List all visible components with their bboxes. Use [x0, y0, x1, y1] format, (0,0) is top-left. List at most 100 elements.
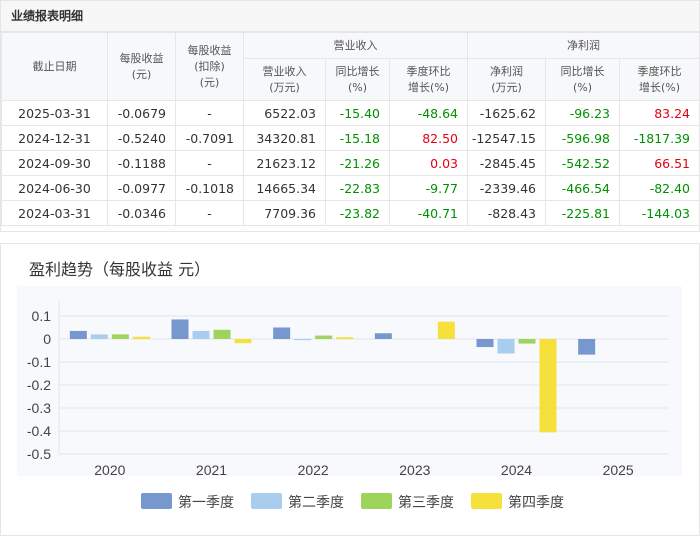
legend-swatch — [141, 493, 172, 509]
y-tick-label: -0.1 — [27, 354, 51, 370]
header-profit-qoq: 季度环比 增长(%) — [618, 58, 700, 101]
cell-revenue: 6522.03 — [243, 100, 326, 126]
table-row: 2024-09-30 -0.1188-21623.12 -21.26 0.03 -284… — [1, 150, 700, 176]
header-eps-deducted: 每股收益 (扣除) (元) — [175, 32, 244, 101]
cell-revenue-yoy: -21.26 — [325, 150, 390, 176]
cell-revenue: 7709.36 — [243, 200, 326, 226]
cell-eps: -0.0346 — [107, 200, 176, 226]
x-tick-label: 2024 — [501, 462, 532, 478]
cell-eps-deducted: - — [175, 200, 244, 226]
cell-profit-qoq: -1817.39 — [618, 125, 700, 151]
earnings-trend-panel: 盈利趋势（每股收益 元） 0.1 0 -0.1 -0.2 -0.3 -0.4 -0.5 202… — [0, 243, 700, 536]
cell-eps: -0.0679 — [107, 100, 176, 126]
x-tick-label: 2020 — [94, 462, 125, 478]
header-profit-yoy: 同比增长 (%) — [545, 58, 620, 101]
performance-table: 截止日期 每股收益 (元) 每股收益 (扣除) (元) 营业收入 净利润 营业收入 (万… — [1, 32, 700, 226]
cell-revenue-yoy: -22.83 — [325, 175, 390, 201]
cell-eps-deducted: - — [175, 100, 244, 126]
earnings-trend-chart: 0.1 0 -0.1 -0.2 -0.3 -0.4 -0.5 2020 2021 2022 2023… — [17, 286, 682, 511]
legend-swatch — [471, 493, 502, 509]
bar-2023-q1 — [374, 333, 392, 339]
cell-profit-qoq: -144.03 — [618, 200, 700, 226]
y-tick-label: 0 — [43, 331, 51, 347]
bar-2024-q1 — [476, 339, 494, 348]
cell-profit-yoy: -96.23 — [545, 100, 620, 126]
header-revenue: 营业收入 (万元) — [243, 58, 326, 101]
performance-panel: 业绩报表明细 截止日期 每股收益 (元) 每股收益 (扣除) (元) 营业收入 净利润… — [0, 0, 700, 232]
header-date: 截止日期 — [1, 32, 108, 101]
x-tick-label: 2025 — [603, 462, 634, 478]
table-row: 2025-03-31 -0.0679-6522.03 -15.40 -48.64 -16… — [1, 100, 700, 126]
legend-label: 第二季度 — [288, 494, 344, 511]
cell-profit-yoy: -542.52 — [545, 150, 620, 176]
panel-title: 业绩报表明细 — [1, 1, 699, 32]
cell-eps-deducted: -0.7091 — [175, 125, 244, 151]
cell-net-profit: -2339.46 — [467, 175, 546, 201]
cell-profit-yoy: -225.81 — [545, 200, 620, 226]
bar-2022-q4 — [336, 337, 354, 339]
cell-date: 2024-06-30 — [1, 175, 108, 201]
cell-eps: -0.0977 — [107, 175, 176, 201]
bar-2020-q1 — [69, 330, 87, 339]
header-net-profit-group: 净利润 — [466, 32, 700, 59]
bar-2025-q1 — [578, 339, 596, 355]
y-tick-label: -0.4 — [27, 423, 51, 439]
cell-revenue: 21623.12 — [243, 150, 326, 176]
cell-revenue-yoy: -23.82 — [325, 200, 390, 226]
cell-profit-qoq: -82.40 — [618, 175, 700, 201]
y-tick-label: -0.5 — [27, 446, 51, 462]
cell-revenue-qoq: 82.50 — [389, 125, 468, 151]
y-tick-label: -0.2 — [27, 377, 51, 393]
table-row: 2024-12-31 -0.5240 -0.7091 34320.81 -15.18 82… — [1, 125, 700, 151]
bar-2021-q4 — [234, 339, 252, 344]
bar-2023-q4 — [437, 321, 455, 339]
header-eps: 每股收益 (元) — [107, 32, 176, 101]
cell-revenue-qoq: -40.71 — [389, 200, 468, 226]
header-revenue-group: 营业收入 — [243, 32, 468, 59]
cell-date: 2025-03-31 — [1, 100, 108, 126]
legend-swatch — [361, 493, 392, 509]
bar-2020-q3 — [111, 334, 129, 339]
cell-profit-yoy: -596.98 — [545, 125, 620, 151]
cell-date: 2024-09-30 — [1, 150, 108, 176]
cell-profit-yoy: -466.54 — [545, 175, 620, 201]
cell-eps-deducted: - — [175, 150, 244, 176]
bar-2021-q1 — [171, 319, 189, 339]
bar-2021-q3 — [213, 329, 231, 339]
cell-revenue-yoy: -15.18 — [325, 125, 390, 151]
cell-eps: -0.5240 — [107, 125, 176, 151]
cell-revenue-qoq: -48.64 — [389, 100, 468, 126]
y-tick-label: 0.1 — [32, 308, 52, 324]
cell-net-profit: -828.43 — [467, 200, 546, 226]
bar-2020-q4 — [132, 336, 150, 339]
legend-label: 第四季度 — [508, 494, 564, 511]
cell-profit-qoq: 66.51 — [618, 150, 700, 176]
cell-revenue-yoy: -15.40 — [325, 100, 390, 126]
plot-background — [17, 286, 682, 476]
bar-2024-q3 — [518, 339, 536, 344]
table-row: 2024-03-31 -0.0346-7709.36 -23.82 -40.71 -82… — [1, 200, 700, 226]
bar-2024-q2 — [497, 339, 515, 354]
cell-revenue-qoq: 0.03 — [389, 150, 468, 176]
legend-swatch — [251, 493, 282, 509]
cell-net-profit: -1625.62 — [467, 100, 546, 126]
cell-revenue: 34320.81 — [243, 125, 326, 151]
cell-date: 2024-03-31 — [1, 200, 108, 226]
cell-date: 2024-12-31 — [1, 125, 108, 151]
table-row: 2024-06-30 -0.0977 -0.1018 14665.34 -22.83 -9… — [1, 175, 700, 201]
legend-label: 第三季度 — [398, 494, 454, 511]
cell-revenue: 14665.34 — [243, 175, 326, 201]
x-tick-label: 2021 — [196, 462, 227, 478]
bar-2024-q4 — [539, 339, 557, 433]
cell-net-profit: -12547.15 — [467, 125, 546, 151]
bar-2022-q2 — [294, 339, 312, 341]
bar-2022-q1 — [273, 327, 291, 339]
cell-net-profit: -2845.45 — [467, 150, 546, 176]
cell-revenue-qoq: -9.77 — [389, 175, 468, 201]
legend-label: 第一季度 — [178, 494, 234, 511]
header-revenue-yoy: 同比增长 (%) — [325, 58, 390, 101]
x-tick-label: 2022 — [298, 462, 329, 478]
cell-profit-qoq: 83.24 — [618, 100, 700, 126]
header-revenue-qoq: 季度环比 增长(%) — [389, 58, 468, 101]
bar-2020-q2 — [90, 334, 108, 339]
